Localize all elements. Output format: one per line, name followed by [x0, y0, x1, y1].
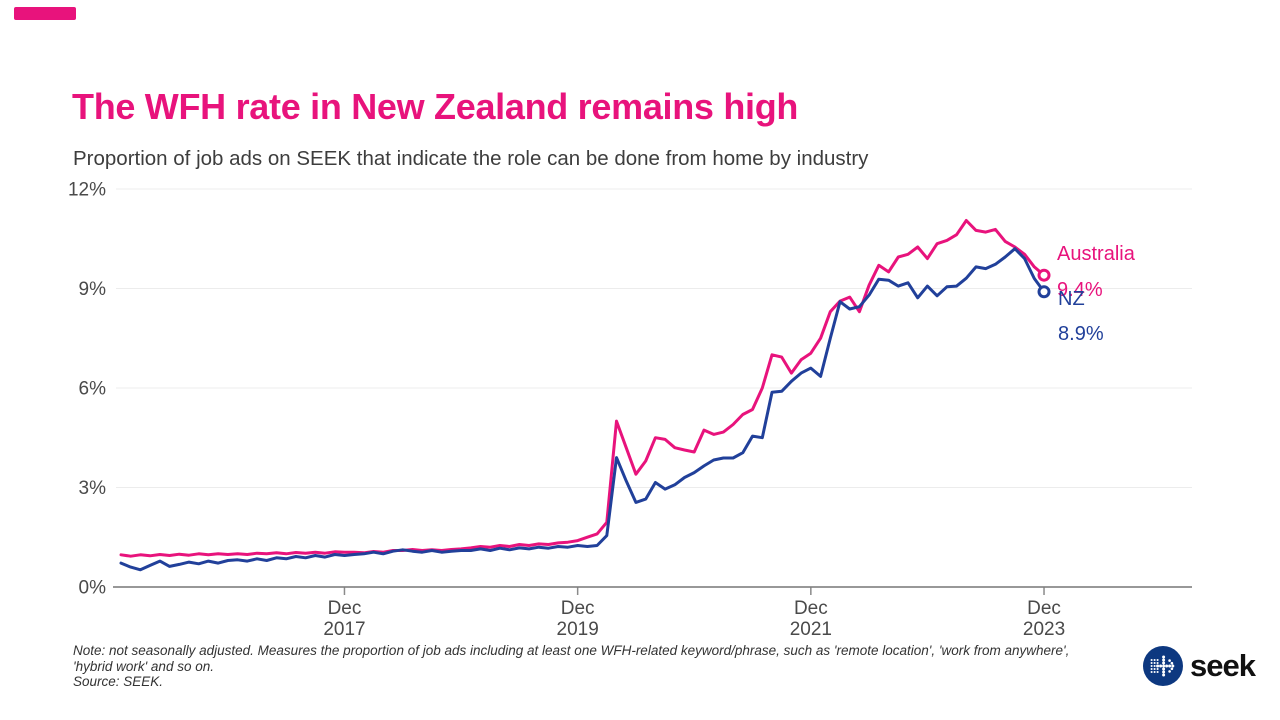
footnote-line: Source: SEEK. — [73, 674, 164, 689]
y-tick-label: 6% — [79, 378, 107, 399]
x-tick-label: Dec 2017 — [323, 598, 365, 640]
series-line-australia — [119, 219, 1046, 558]
series-end-marker-australia — [1037, 268, 1051, 282]
y-tick-label: 3% — [79, 478, 107, 499]
series-end-value-australia: 9.4% — [1057, 279, 1103, 301]
series-line-nz — [119, 247, 1046, 572]
series-end-label-australia: Australia — [1057, 243, 1136, 265]
footnote: Note: not seasonally adjusted. Measures … — [73, 643, 1069, 690]
page-title: The WFH rate in New Zealand remains high — [72, 86, 799, 128]
brand-accent-bar — [14, 7, 76, 20]
seek-logo-mark — [1143, 646, 1183, 686]
y-tick-label: 0% — [79, 578, 107, 599]
series-end-marker-nz — [1037, 285, 1051, 299]
x-tick-label: Dec 2021 — [790, 598, 832, 640]
footnote-line: 'hybrid work' and so on. — [73, 658, 214, 674]
x-tick-label: Dec 2019 — [557, 598, 599, 640]
series-end-value-nz: 8.9% — [1058, 323, 1104, 345]
y-tick-label: 12% — [68, 179, 106, 200]
footnote-line: Note: not seasonally adjusted. Measures … — [73, 643, 1070, 658]
series-end-label-nz: NZ — [1058, 288, 1085, 310]
chart-subtitle: Proportion of job ads on SEEK that indic… — [73, 147, 869, 170]
y-tick-label: 9% — [79, 279, 107, 300]
seek-logo: seek — [1143, 646, 1256, 686]
seek-logo-wordmark: seek — [1190, 648, 1256, 683]
x-tick-label: Dec 2023 — [1023, 598, 1065, 640]
